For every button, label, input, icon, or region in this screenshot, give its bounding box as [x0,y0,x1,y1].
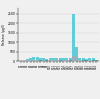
Bar [59,60,62,61]
Bar [52,60,55,61]
Bar [59,58,62,61]
Bar [46,59,48,61]
Bar [42,60,45,61]
Bar [42,58,45,61]
Bar [36,60,39,61]
Bar [32,60,35,61]
Bar [78,60,81,61]
Bar [55,58,58,61]
Bar [29,58,32,61]
Bar [88,58,91,61]
Bar [29,60,32,61]
Bar [68,58,71,61]
Bar [26,59,29,61]
Bar [95,60,98,61]
Bar [65,58,68,61]
Bar [62,60,65,61]
Y-axis label: Release (µg/l): Release (µg/l) [2,24,6,45]
Bar [52,58,55,61]
Bar [72,56,75,61]
Bar [39,60,42,61]
Bar [49,60,52,61]
Bar [26,60,29,61]
Bar [36,57,39,61]
Bar [72,14,75,61]
Bar [92,58,95,61]
Bar [39,58,42,61]
Bar [32,57,35,61]
Bar [92,60,95,61]
Bar [78,58,81,61]
Bar [62,58,65,61]
Bar [55,60,58,61]
Bar [88,60,91,61]
Bar [75,47,78,61]
Bar [68,60,71,61]
Bar [75,57,78,61]
Bar [82,60,85,61]
Bar [65,60,68,61]
Bar [82,58,85,61]
Bar [85,59,88,61]
Bar [49,58,52,61]
